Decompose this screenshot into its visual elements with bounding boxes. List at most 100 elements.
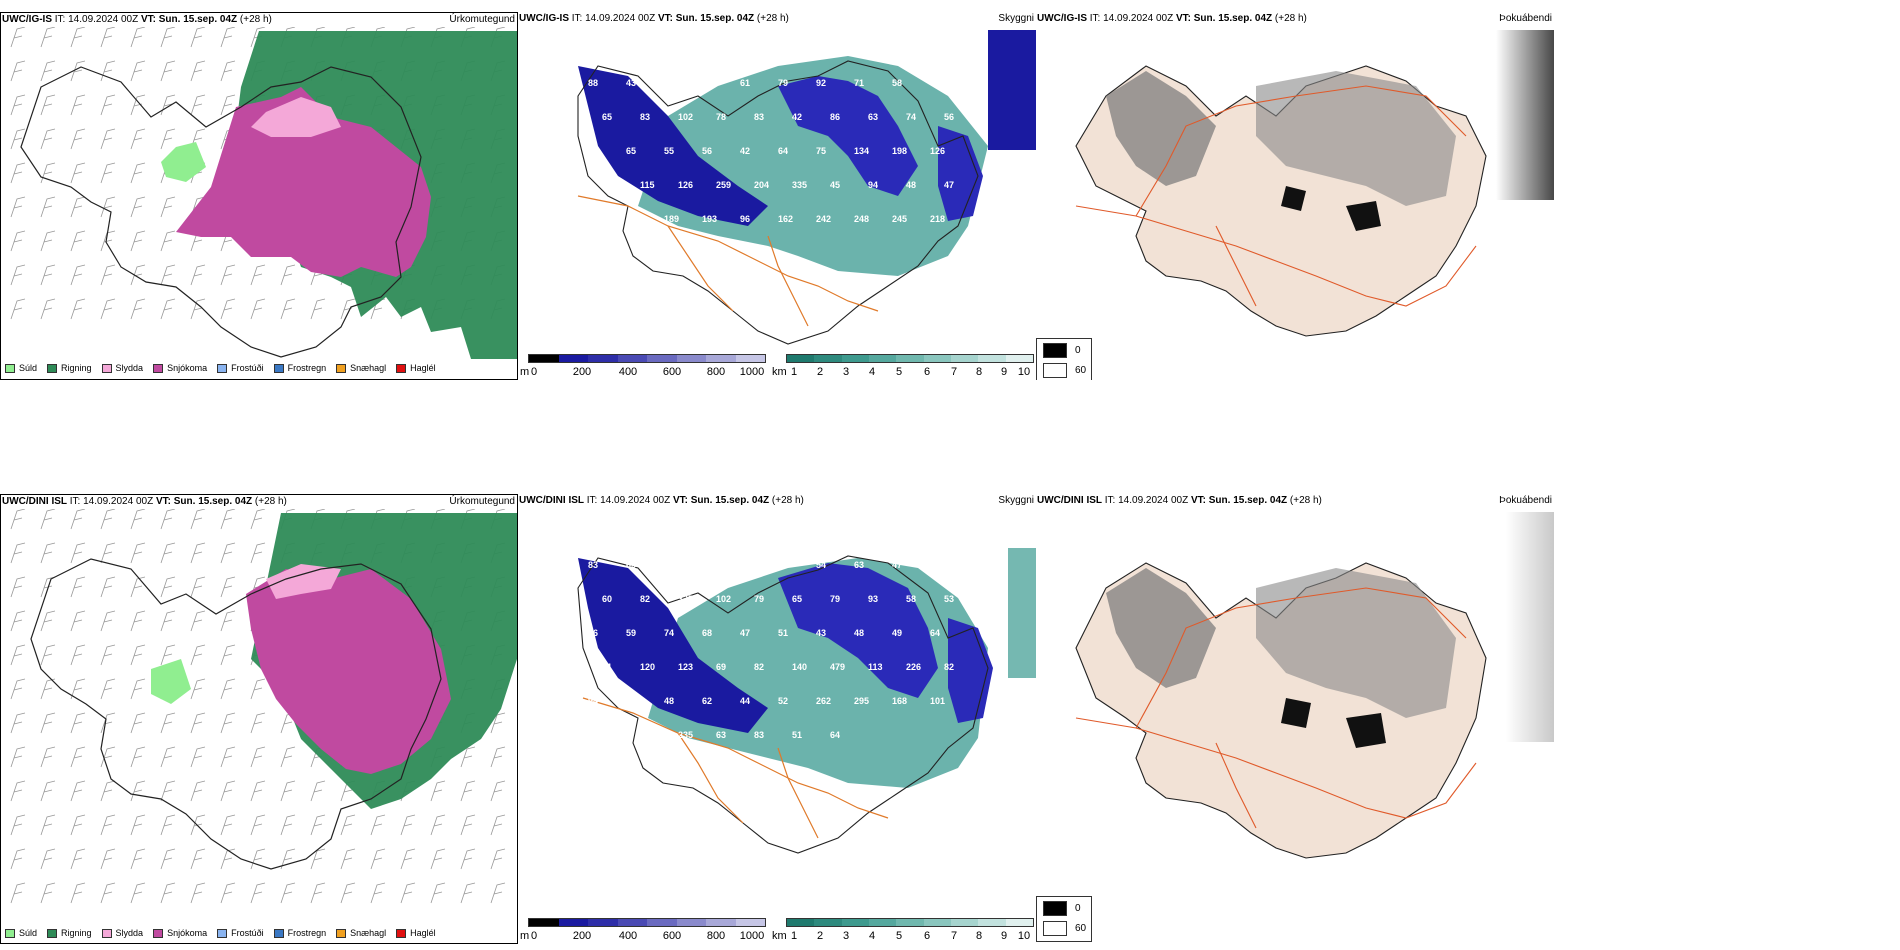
wind-barb [70, 128, 86, 150]
wind-barb [460, 814, 476, 836]
wind-barb [310, 814, 326, 836]
wind-barb [490, 848, 506, 870]
wind-barb [40, 94, 56, 116]
vis-value-label: 61 [740, 78, 750, 88]
vis-value-label: 295 [854, 696, 869, 706]
wind-barb [70, 542, 86, 564]
legend-swatch [5, 363, 15, 373]
vis-value-label: 126 [678, 180, 693, 190]
fog-index-panel-top: UWC/IG-IS IT: 14.09.2024 00Z VT: Sun. 15… [1036, 12, 1554, 380]
wind-barb [190, 848, 206, 870]
vis-value-label: 74 [664, 628, 674, 638]
vis-value-label: 68 [640, 248, 650, 258]
wind-barb [70, 678, 86, 700]
wind-barb [370, 848, 386, 870]
height-tick: 600 [662, 366, 682, 378]
wind-barb [370, 882, 386, 904]
vis-value-label: 69 [716, 662, 726, 672]
vis-value-label: 47 [892, 560, 902, 570]
wind-barb [130, 882, 146, 904]
fog-gray-area [1106, 568, 1216, 688]
wind-barb [100, 644, 116, 666]
wind-barb [190, 298, 206, 320]
wind-barb [70, 848, 86, 870]
wind-barb [70, 60, 86, 82]
wind-barb [10, 882, 26, 904]
wind-barb [130, 196, 146, 218]
deep-blue-area-3 [948, 618, 993, 723]
wind-barb [130, 848, 146, 870]
vis-value-label: 79 [830, 594, 840, 604]
wind-barb [220, 644, 236, 666]
wind-barb [280, 746, 296, 768]
vis-value-label: 83 [588, 560, 598, 570]
vis-value-label: 94 [588, 696, 598, 706]
vis-value-label: 248 [854, 214, 869, 224]
fog-dark-spot [1281, 698, 1311, 728]
vis-value-label: 113 [868, 662, 883, 672]
height-unit: m [520, 930, 530, 942]
legend-swatch [396, 363, 407, 373]
wind-barb [220, 509, 236, 530]
visibility-panel-top: UWC/IG-IS IT: 14.09.2024 00Z VT: Sun. 15… [518, 12, 1036, 380]
wind-barb [250, 509, 266, 530]
wind-barb [40, 509, 56, 530]
height-tick: 0 [530, 366, 538, 378]
wind-barb [190, 509, 206, 530]
vis-value-label: 51 [792, 730, 802, 740]
wind-barb [10, 610, 26, 632]
wind-barb [100, 509, 116, 530]
field-name: Skyggni [998, 12, 1034, 26]
wind-barb [130, 128, 146, 150]
wind-barb [40, 264, 56, 286]
height-tick: 200 [572, 366, 592, 378]
wind-barb [340, 298, 356, 320]
wind-barb [220, 746, 236, 768]
wind-barb [10, 94, 26, 116]
wind-barb [280, 264, 296, 286]
wind-barb [250, 298, 266, 320]
wind-barb [100, 94, 116, 116]
visibility-tick: 3 [842, 366, 850, 378]
vis-value-label: 88 [588, 78, 598, 88]
wind-barb [220, 848, 236, 870]
wind-barb [190, 746, 206, 768]
fog-legend: 0 60 [1036, 896, 1092, 942]
wind-barb [190, 882, 206, 904]
legend-swatch [5, 928, 15, 938]
iceland-coast [20, 66, 422, 358]
vis-value-label: 75 [816, 146, 826, 156]
wind-barb [190, 60, 206, 82]
height-tick: 400 [618, 366, 638, 378]
height-tick: 800 [706, 930, 726, 942]
wind-barb [100, 196, 116, 218]
vis-value-label: 38 [664, 560, 674, 570]
vis-value-label: 64 [830, 730, 840, 740]
wind-barb [10, 27, 26, 48]
wind-barb [220, 780, 236, 802]
wind-barb [130, 298, 146, 320]
visibility-map: 88 43 94 53 61 79 92 71 58 66 65 83 102 78 83 42 86 63 74 5… [577, 30, 1036, 345]
vis-value-label: 102 [678, 112, 693, 122]
field-name: Þokuábendi [1499, 494, 1552, 508]
wind-barb [190, 576, 206, 598]
vis-value-label: 81 [602, 662, 612, 672]
visibility-tick: 6 [923, 930, 931, 942]
wind-barb [130, 610, 146, 632]
wind-barb [100, 60, 116, 82]
vis-value-label: 48 [906, 180, 916, 190]
wind-barb [190, 264, 206, 286]
visibility-unit: km [772, 930, 787, 942]
vis-labels: 83 65 38 58 55 44 54 63 47 64 60 82 335 102 79 65 79 93 58… [588, 560, 954, 740]
wind-barb [100, 264, 116, 286]
vis-value-label: 479 [830, 662, 845, 672]
precip-legend: Súld Rigning Slydda Snjókoma Frostúði Fr… [5, 925, 436, 941]
wind-barb [190, 542, 206, 564]
panel-title: UWC/IG-IS IT: 14.09.2024 00Z VT: Sun. 15… [518, 12, 789, 26]
wind-barb [160, 298, 176, 320]
wind-barb [220, 882, 236, 904]
visibility-tick: 7 [950, 930, 958, 942]
vis-value-label: 96 [740, 214, 750, 224]
wind-barb [160, 576, 176, 598]
wind-barb [310, 780, 326, 802]
